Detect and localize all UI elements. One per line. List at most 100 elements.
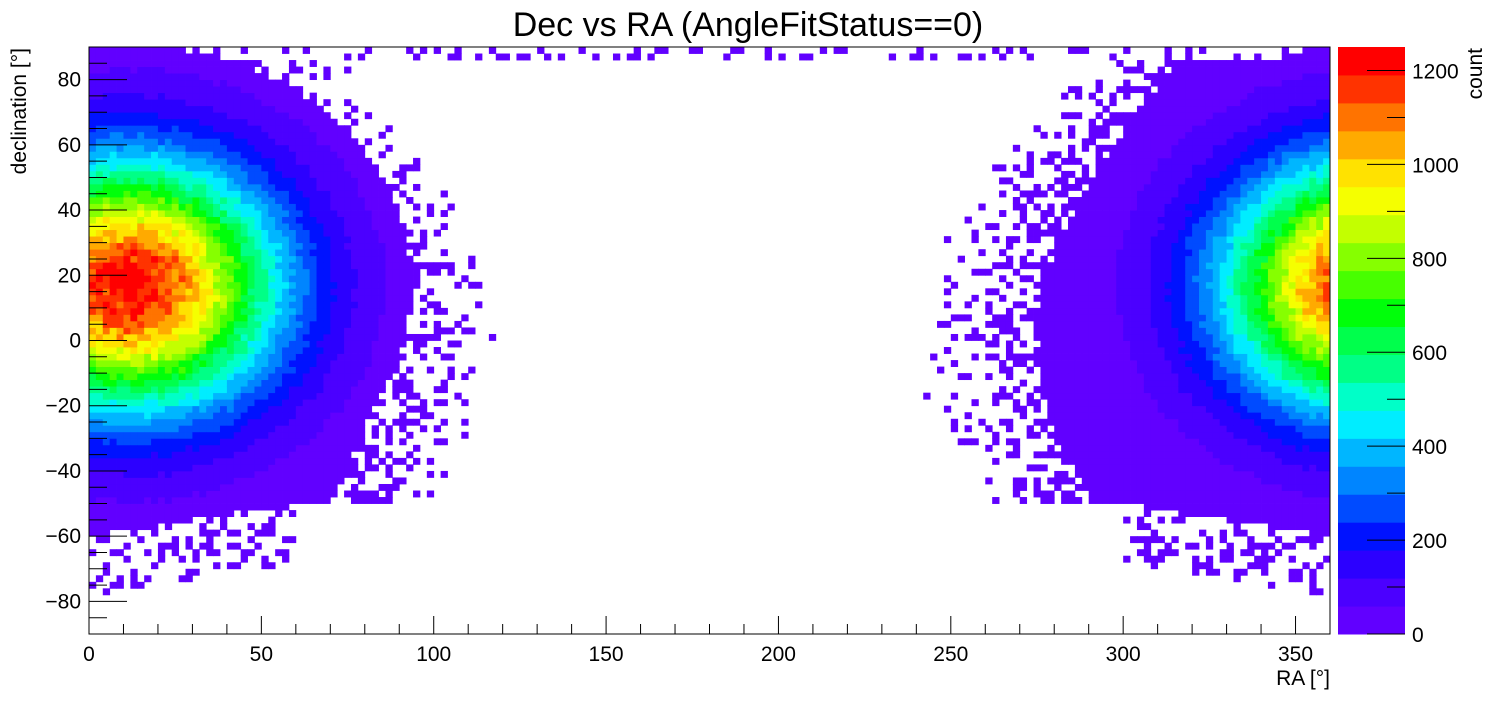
- heatmap-cell: [268, 327, 276, 335]
- heatmap-cell: [1116, 386, 1124, 394]
- heatmap-cell: [1192, 386, 1200, 394]
- heatmap-cell: [1178, 268, 1186, 276]
- heatmap-cell: [157, 183, 166, 191]
- heatmap-cell: [350, 183, 359, 191]
- heatmap-cell: [137, 451, 145, 459]
- heatmap-cell: [1192, 568, 1200, 576]
- heatmap-cell: [95, 210, 104, 217]
- heatmap-cell: [1116, 138, 1124, 146]
- heatmap-cell: [137, 112, 145, 120]
- heatmap-cell: [1192, 373, 1200, 381]
- heatmap-cell: [1116, 268, 1124, 276]
- heatmap-cell: [206, 431, 214, 439]
- heatmap-cell: [233, 138, 242, 146]
- heatmap-cell: [413, 216, 421, 224]
- heatmap-cell: [192, 379, 200, 387]
- heatmap-cell: [1185, 275, 1193, 283]
- heatmap-cell: [199, 366, 207, 374]
- heatmap-cell: [95, 242, 104, 250]
- heatmap-cell: [213, 294, 221, 302]
- heatmap-cell: [288, 294, 297, 302]
- heatmap-cell: [992, 223, 1000, 231]
- heatmap-cell: [178, 223, 186, 231]
- heatmap-cell: [192, 510, 200, 517]
- heatmap-cell: [178, 412, 186, 420]
- heatmap-cell: [213, 307, 221, 315]
- heatmap-cell: [192, 549, 200, 557]
- heatmap-cell: [937, 320, 945, 328]
- heatmap-cell: [1109, 151, 1117, 159]
- heatmap-cell: [1192, 203, 1200, 211]
- heatmap-cell: [144, 112, 152, 120]
- heatmap-cell: [302, 314, 311, 322]
- heatmap-cell: [116, 236, 124, 244]
- heatmap-cell: [1102, 490, 1110, 498]
- heatmap-cell: [261, 379, 269, 387]
- heatmap-cell: [240, 144, 248, 152]
- heatmap-cell: [323, 294, 331, 302]
- heatmap-cell: [206, 412, 214, 420]
- heatmap-cell: [1102, 451, 1110, 459]
- heatmap-cell: [1136, 197, 1145, 204]
- heatmap-cell: [302, 229, 311, 237]
- heatmap-cell: [323, 412, 331, 420]
- heatmap-cell: [1095, 438, 1103, 446]
- heatmap-cell: [316, 157, 324, 165]
- heatmap-cell: [89, 470, 97, 478]
- heatmap-cell: [282, 216, 290, 224]
- heatmap-cell: [1095, 360, 1103, 367]
- heatmap-cell: [1136, 412, 1145, 420]
- heatmap-cell: [199, 483, 207, 491]
- heatmap-cell: [261, 470, 269, 478]
- heatmap-cell: [344, 418, 352, 426]
- heatmap-cell: [1123, 281, 1131, 289]
- heatmap-cell: [1109, 268, 1117, 276]
- heatmap-cell: [1130, 242, 1138, 250]
- heatmap-cell: [116, 281, 124, 289]
- heatmap-cell: [137, 373, 145, 381]
- heatmap-cell: [123, 503, 131, 511]
- heatmap-cell: [219, 66, 228, 74]
- heatmap-cell: [206, 464, 214, 472]
- heatmap-cell: [89, 307, 97, 315]
- heatmap-cell: [1185, 105, 1193, 113]
- heatmap-cell: [1192, 268, 1200, 276]
- heatmap-cell: [1068, 242, 1076, 250]
- heatmap-cell: [406, 418, 414, 426]
- heatmap-cell: [89, 268, 97, 276]
- heatmap-cell: [1033, 464, 1041, 472]
- heatmap-cell: [357, 268, 366, 276]
- heatmap-cell: [985, 223, 993, 231]
- heatmap-cell: [206, 333, 214, 341]
- heatmap-cell: [330, 294, 338, 302]
- heatmap-cell: [102, 216, 111, 224]
- heatmap-cell: [1005, 366, 1014, 374]
- heatmap-cell: [950, 314, 959, 322]
- heatmap-cell: [1081, 373, 1090, 381]
- heatmap-cell: [992, 47, 1000, 54]
- heatmap-cell: [171, 53, 180, 61]
- heatmap-cell: [233, 157, 242, 165]
- heatmap-cell: [254, 262, 262, 270]
- heatmap-cell: [1171, 464, 1179, 472]
- heatmap-cell: [164, 333, 173, 341]
- heatmap-cell: [1081, 438, 1090, 446]
- heatmap-cell: [302, 151, 311, 159]
- heatmap-cell: [1102, 275, 1110, 283]
- heatmap-cell: [89, 366, 97, 374]
- heatmap-cell: [1054, 418, 1062, 426]
- heatmap-cell: [171, 190, 180, 198]
- heatmap-cell: [309, 327, 317, 335]
- heatmap-cell: [1047, 281, 1055, 289]
- heatmap-cell: [371, 183, 379, 191]
- heatmap-cell: [1185, 412, 1193, 420]
- heatmap-cell: [1123, 327, 1131, 335]
- heatmap-cell: [178, 262, 186, 270]
- heatmap-cell: [302, 281, 311, 289]
- heatmap-cell: [116, 333, 124, 341]
- heatmap-cell: [1157, 340, 1165, 348]
- heatmap-cell: [1178, 464, 1186, 472]
- heatmap-cell: [288, 262, 297, 270]
- heatmap-cell: [1081, 210, 1090, 217]
- heatmap-cell: [1185, 112, 1193, 120]
